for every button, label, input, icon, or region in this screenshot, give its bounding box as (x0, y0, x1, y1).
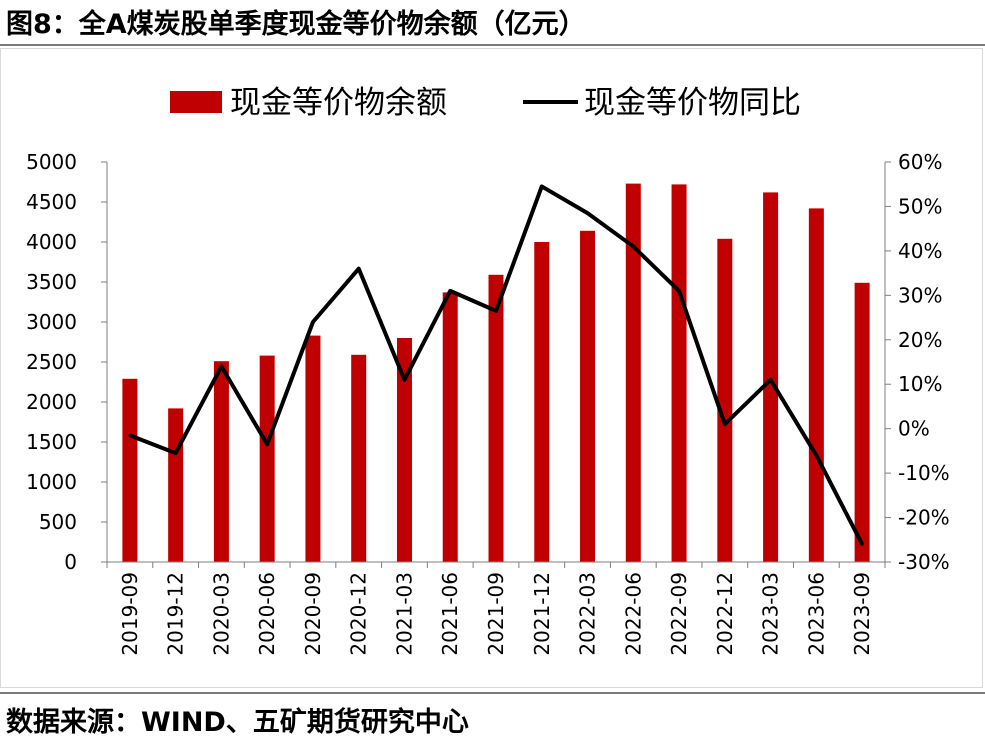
left-tick-label: 2500 (26, 350, 77, 374)
bar (396, 338, 412, 562)
right-tick-label: 20% (898, 328, 942, 352)
legend-bar-label: 现金等价物余额 (230, 85, 447, 121)
x-tick-label: 2019-09 (118, 572, 142, 656)
bar (671, 184, 687, 562)
x-tick-label: 2022-03 (576, 572, 600, 656)
bar (625, 183, 641, 562)
bar (168, 408, 184, 562)
line-point (494, 309, 498, 313)
right-tick-label: -10% (898, 461, 950, 485)
line-point (769, 378, 773, 382)
left-tick-label: 500 (39, 510, 77, 534)
bar (213, 361, 229, 562)
left-tick-label: 1000 (26, 470, 77, 494)
legend-bar-swatch (170, 91, 222, 113)
bar (305, 335, 321, 562)
line-point (357, 267, 361, 271)
x-tick-label: 2022-06 (621, 572, 645, 656)
bar-series (122, 183, 870, 563)
right-tick-label: 50% (898, 194, 942, 218)
right-tick-label: 10% (898, 372, 942, 396)
line-point (448, 289, 452, 293)
left-tick-label: 4000 (26, 230, 77, 254)
bar (717, 238, 733, 563)
x-tick-label: 2021-12 (530, 572, 554, 656)
bar (351, 354, 367, 562)
bar (442, 292, 458, 562)
x-tick-label: 2020-12 (347, 572, 371, 656)
left-tick-label: 5000 (26, 150, 77, 174)
right-tick-label: 40% (898, 239, 942, 263)
right-tick-label: 0% (898, 417, 930, 441)
x-tick-label: 2021-03 (392, 572, 416, 656)
left-tick-label: 3000 (26, 310, 77, 334)
line-point (311, 320, 315, 324)
x-tick-label: 2020-03 (209, 572, 233, 656)
x-tick-label: 2020-06 (255, 572, 279, 656)
bar (259, 355, 275, 562)
bar (488, 274, 504, 562)
line-point (265, 442, 269, 446)
x-tick-label: 2021-09 (484, 572, 508, 656)
x-tick-label: 2023-09 (850, 572, 874, 656)
left-tick-label: 3500 (26, 270, 77, 294)
bar (854, 282, 870, 562)
right-y-axis: -30% -20% -10% 0% 10% 20% 30% 40% 50% 60% (884, 150, 950, 574)
x-tick-label: 2019-12 (164, 572, 188, 656)
right-tick-label: 60% (898, 150, 942, 174)
source-divider (0, 692, 985, 694)
left-tick-label: 1500 (26, 430, 77, 454)
right-tick-label: 30% (898, 283, 942, 307)
bar (122, 378, 138, 562)
legend-line-label: 现金等价物同比 (584, 85, 801, 121)
chart-frame (0, 48, 983, 688)
figure-title: 图8：全A煤炭股单季度现金等价物余额（亿元） (6, 9, 586, 40)
x-tick-label: 2020-09 (301, 572, 325, 656)
bar (763, 192, 779, 562)
x-tick-label: 2022-12 (713, 572, 737, 656)
line-point (219, 364, 223, 368)
line-point (814, 453, 818, 457)
left-tick-label: 2000 (26, 390, 77, 414)
line-series (128, 184, 864, 546)
x-tick-label: 2022-09 (667, 572, 691, 656)
legend: 现金等价物余额 现金等价物同比 (170, 85, 801, 121)
left-tick-label: 0 (64, 550, 77, 574)
left-tick-label: 4500 (26, 190, 77, 214)
line-point (723, 422, 727, 426)
x-tick-label: 2021-06 (438, 572, 462, 656)
title-divider (0, 44, 985, 46)
source-note: 数据来源：WIND、五矿期货研究中心 (6, 707, 469, 738)
line-point (128, 433, 132, 437)
x-axis: 2019-09 2019-12 2020-03 2020-06 2020-09 2020-… (106, 561, 886, 656)
line-point (540, 184, 544, 188)
bar (580, 230, 596, 563)
x-tick-label: 2023-03 (759, 572, 783, 656)
line-point (631, 244, 635, 248)
x-tick-label: 2023-06 (804, 572, 828, 656)
line-point (174, 451, 178, 455)
bar (808, 208, 824, 562)
line-point (402, 378, 406, 382)
line-point (860, 542, 864, 546)
right-tick-label: -30% (898, 550, 950, 574)
bar (534, 242, 550, 562)
left-y-axis: 0 500 1000 1500 2000 2500 3000 3500 4000 4500 5000 (26, 150, 108, 574)
right-tick-label: -20% (898, 506, 950, 530)
line-point (677, 289, 681, 293)
line-point (586, 211, 590, 215)
